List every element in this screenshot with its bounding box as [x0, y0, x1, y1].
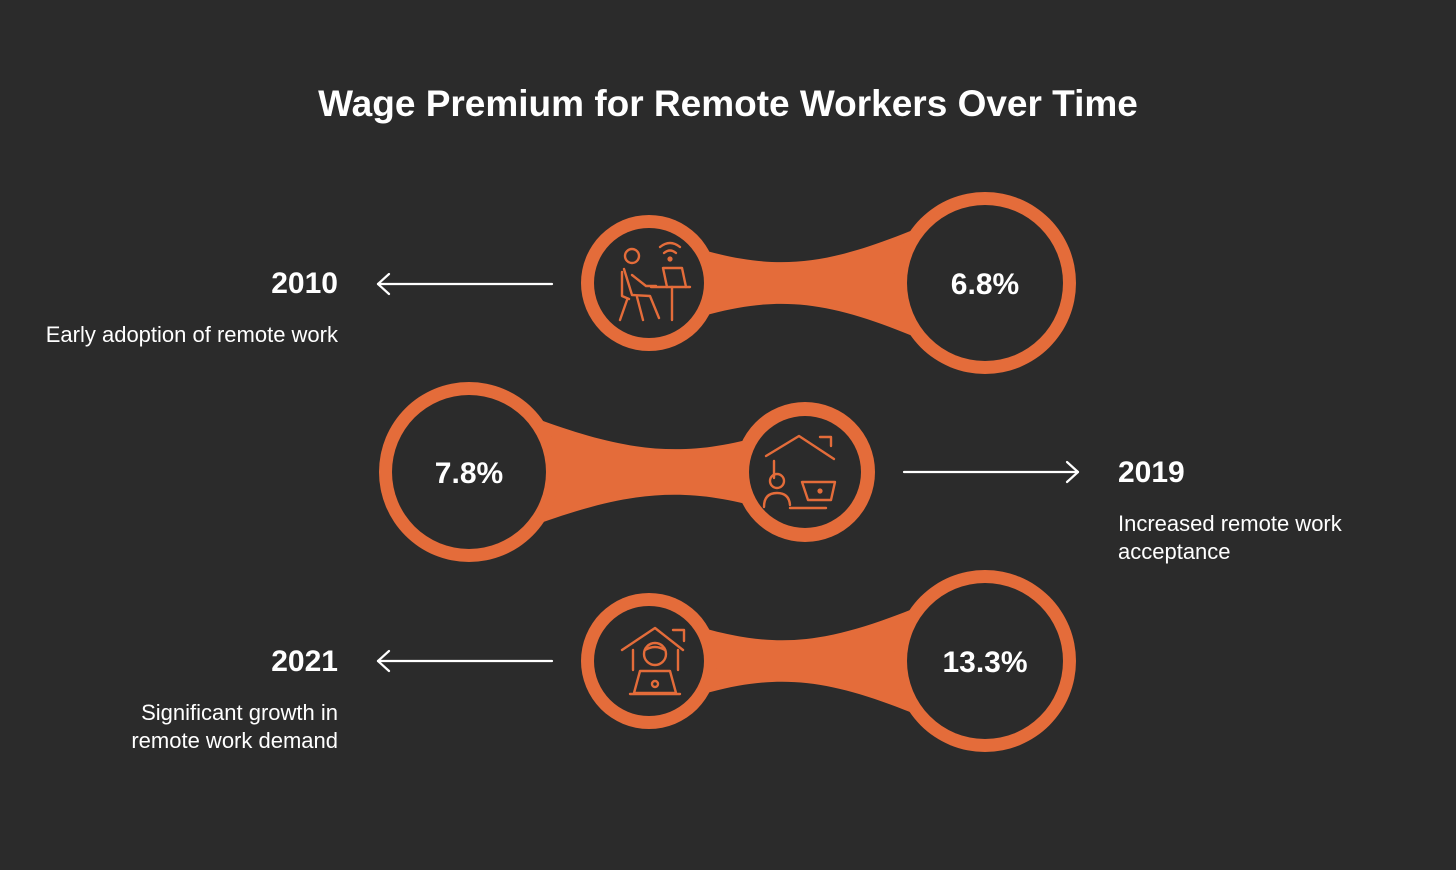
page-title: Wage Premium for Remote Workers Over Tim… — [318, 83, 1138, 124]
arrow-left — [376, 649, 554, 673]
milestone-2021: 13.3% — [376, 570, 1076, 752]
value-circle-inner — [907, 583, 1063, 739]
milestone-2010: 6.8% — [376, 192, 1076, 374]
connector-band — [649, 227, 920, 339]
icon-circle-inner — [594, 606, 704, 716]
value-circle-inner — [392, 395, 546, 549]
premium-value: 7.8% — [435, 457, 503, 490]
icon-circle-inner — [594, 228, 704, 338]
arrow-right — [902, 460, 1080, 484]
milestone-year-2019: 2019 — [1118, 456, 1185, 489]
person-in-house-laptop-icon — [620, 626, 686, 696]
icon-circle-inner — [749, 416, 861, 528]
value-circle-inner — [907, 205, 1063, 361]
milestone-description-2019: Increased remote work acceptance — [1118, 511, 1342, 564]
connector-band — [649, 606, 920, 716]
milestone-description-2010: Early adoption of remote work — [45, 322, 338, 347]
house-person-laptop-icon — [762, 434, 837, 510]
premium-value: 13.3% — [942, 646, 1027, 679]
milestone-year-2010: 2010 — [271, 267, 338, 300]
milestone-2019: 7.8% — [379, 382, 1080, 562]
milestone-description-2021: Significant growth in remote work demand — [131, 700, 338, 753]
person-at-desk-laptop-wifi-icon — [618, 241, 692, 322]
connector-band — [535, 418, 805, 525]
premium-value: 6.8% — [951, 268, 1019, 301]
arrow-left — [376, 272, 554, 296]
milestone-year-2021: 2021 — [271, 645, 338, 678]
